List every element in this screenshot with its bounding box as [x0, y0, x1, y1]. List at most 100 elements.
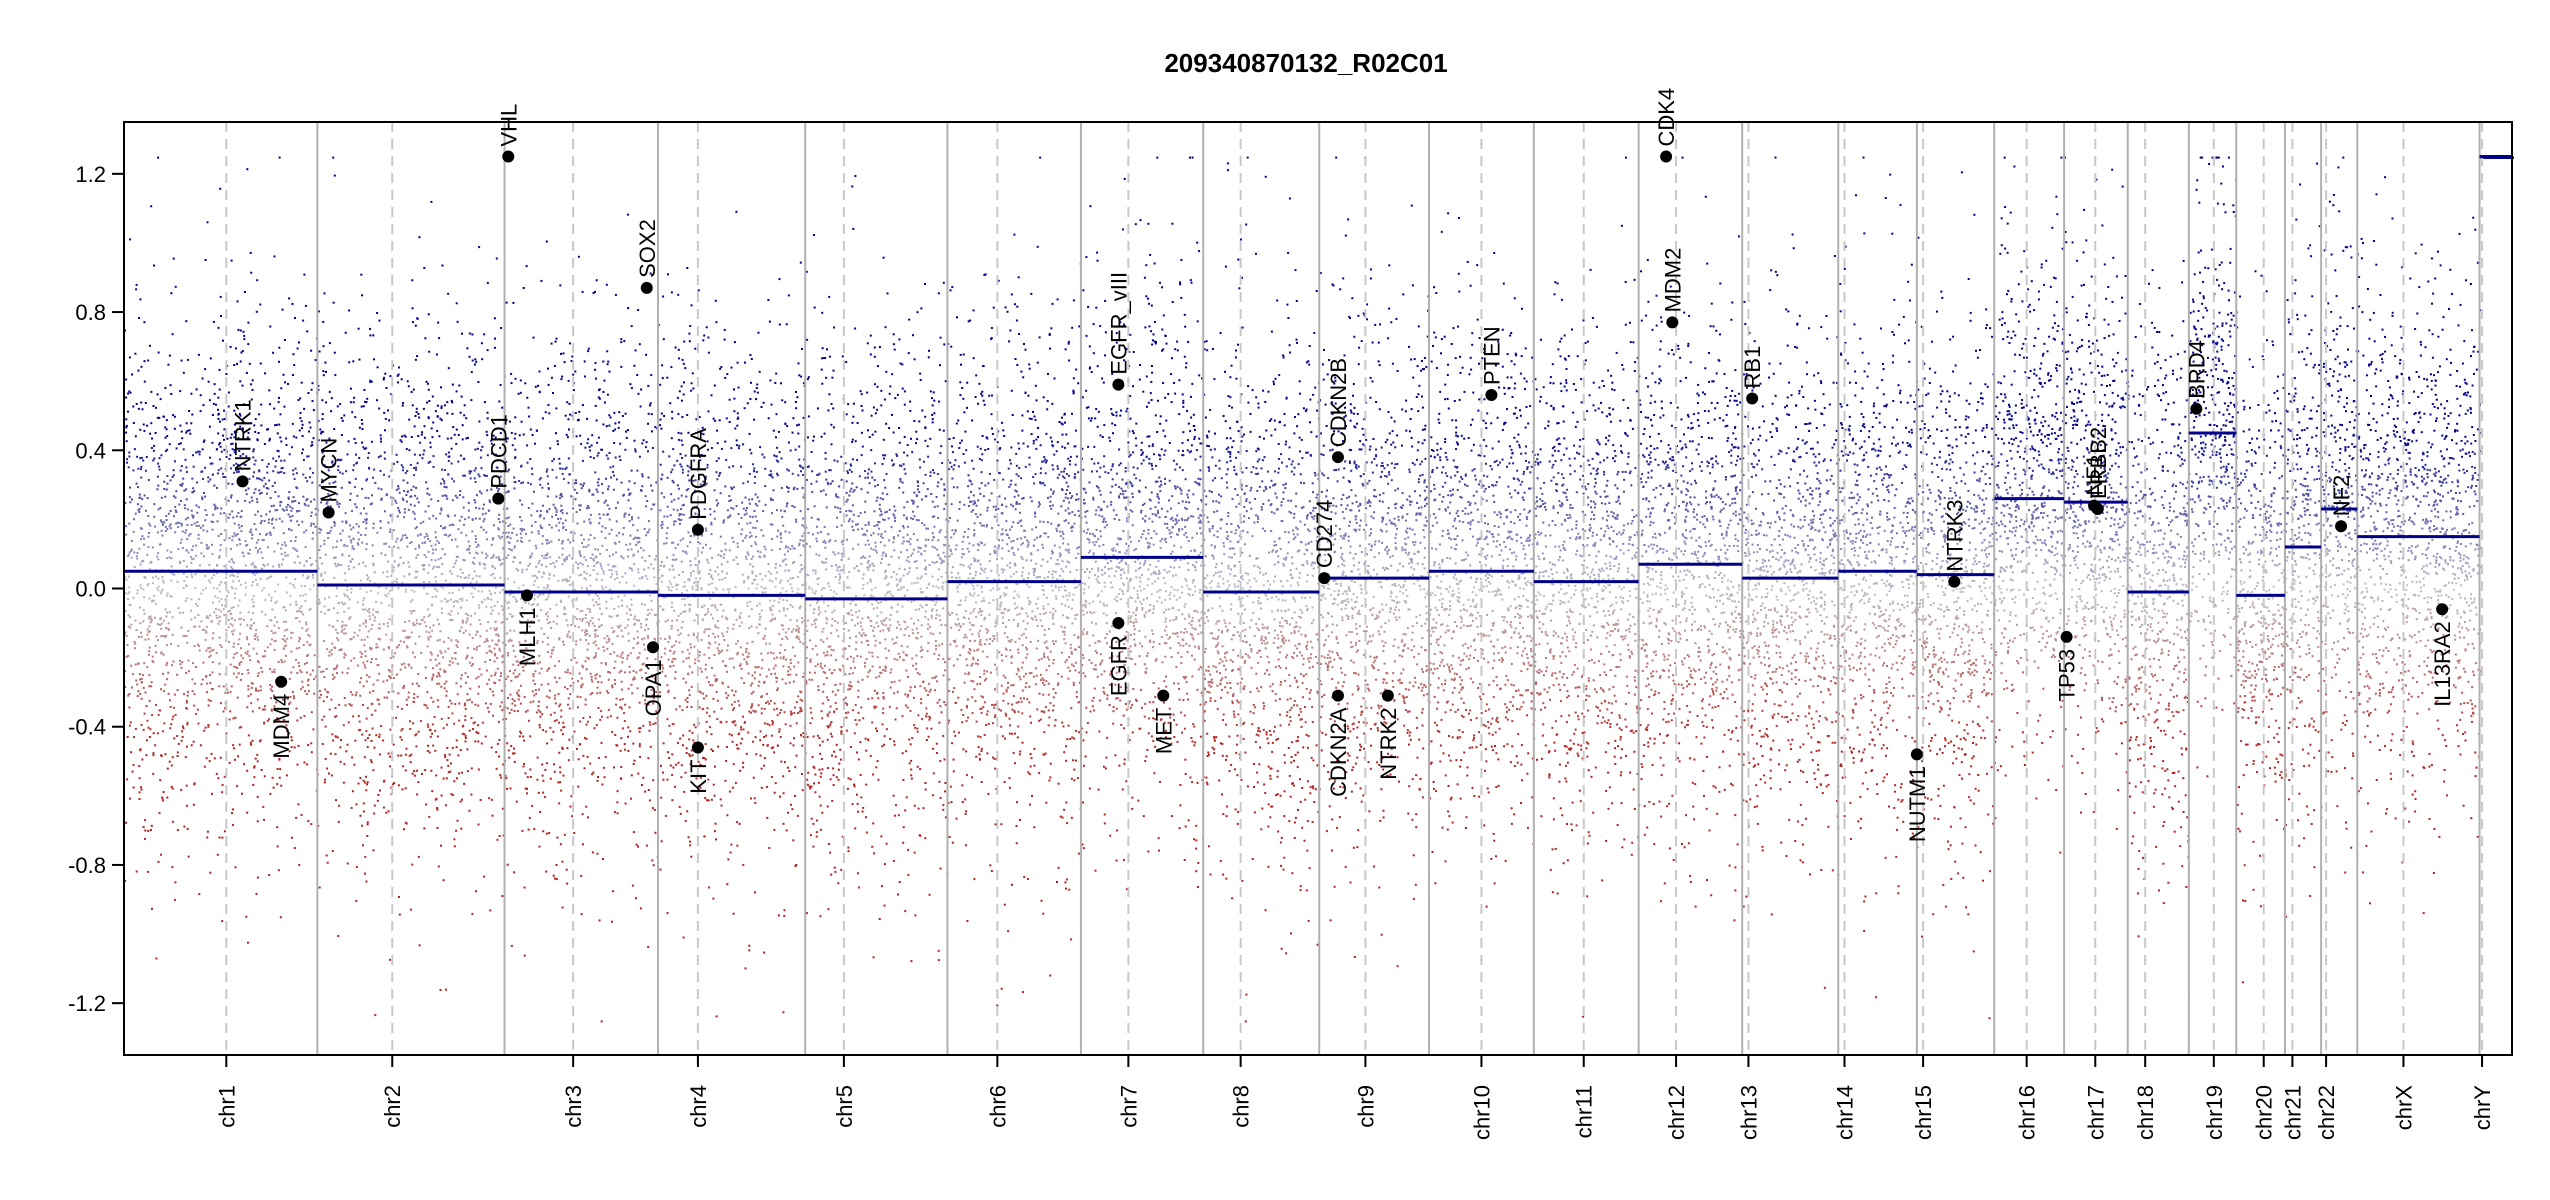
- probe-point: [574, 370, 577, 373]
- probe-point: [318, 602, 321, 605]
- probe-point: [282, 373, 285, 376]
- probe-point: [511, 698, 514, 701]
- probe-point: [559, 510, 562, 513]
- probe-point: [298, 665, 301, 668]
- probe-point: [230, 467, 232, 470]
- probe-point: [622, 557, 625, 560]
- probe-point: [373, 812, 376, 815]
- probe-point: [232, 516, 235, 519]
- probe-point: [470, 664, 473, 667]
- probe-point: [597, 396, 600, 399]
- probe-point: [254, 546, 257, 549]
- probe-point: [654, 722, 657, 725]
- probe-point: [712, 750, 714, 752]
- probe-point: [561, 542, 564, 545]
- probe-point: [403, 489, 406, 492]
- probe-point: [411, 279, 414, 282]
- probe-point: [557, 538, 560, 541]
- probe-point: [389, 677, 392, 679]
- probe-point: [501, 895, 504, 898]
- probe-point: [506, 742, 509, 745]
- probe-point: [561, 579, 564, 582]
- probe-point: [653, 808, 656, 811]
- probe-point: [474, 358, 477, 361]
- probe-point: [524, 772, 527, 775]
- probe-point: [561, 747, 564, 750]
- probe-point: [576, 419, 579, 422]
- probe-point: [404, 621, 406, 623]
- probe-point: [474, 481, 477, 483]
- probe-point: [598, 603, 601, 606]
- probe-point: [148, 736, 151, 738]
- probe-point: [589, 619, 592, 622]
- probe-point: [510, 372, 513, 375]
- probe-point: [355, 899, 358, 902]
- probe-point: [271, 518, 274, 521]
- probe-point: [168, 525, 171, 528]
- probe-point: [295, 707, 298, 710]
- probe-point: [203, 765, 206, 768]
- probe-point: [348, 361, 351, 364]
- probe-point: [140, 538, 142, 541]
- probe-point: [212, 632, 215, 635]
- probe-point: [205, 616, 208, 619]
- probe-point: [731, 689, 734, 692]
- probe-point: [539, 715, 542, 718]
- probe-point: [390, 574, 393, 577]
- probe-point: [583, 736, 586, 739]
- probe-point: [184, 599, 187, 602]
- probe-point: [246, 168, 249, 171]
- probe-point: [613, 679, 616, 681]
- probe-point: [793, 665, 796, 668]
- probe-point: [306, 661, 308, 664]
- probe-point: [238, 662, 241, 665]
- probe-point: [608, 518, 611, 521]
- probe-point: [250, 743, 252, 746]
- probe-point: [203, 555, 205, 558]
- probe-point: [700, 639, 703, 641]
- probe-point: [182, 611, 185, 614]
- probe-point: [200, 552, 203, 555]
- probe-point: [250, 398, 253, 401]
- probe-point: [296, 672, 299, 674]
- probe-point: [380, 437, 382, 440]
- probe-point: [250, 627, 252, 630]
- probe-point: [619, 655, 622, 658]
- probe-point: [322, 579, 324, 581]
- probe-point: [292, 584, 295, 586]
- probe-point: [212, 587, 215, 589]
- probe-point: [634, 450, 637, 453]
- probe-point: [392, 743, 395, 746]
- probe-point: [127, 654, 130, 657]
- probe-point: [209, 478, 212, 481]
- probe-point: [637, 516, 640, 519]
- probe-point: [179, 560, 182, 563]
- probe-point: [474, 501, 477, 504]
- probe-point: [582, 754, 585, 757]
- probe-point: [291, 303, 294, 305]
- probe-point: [270, 505, 273, 508]
- probe-point: [234, 758, 236, 761]
- probe-point: [344, 579, 347, 582]
- probe-point: [276, 768, 279, 770]
- probe-point: [545, 587, 548, 590]
- probe-point: [139, 748, 142, 751]
- probe-point: [509, 693, 512, 696]
- probe-point: [451, 712, 454, 715]
- probe-point: [130, 623, 133, 626]
- probe-point: [466, 748, 469, 751]
- probe-point: [251, 389, 254, 391]
- probe-point: [186, 641, 189, 644]
- probe-point: [554, 506, 557, 509]
- probe-point: [651, 489, 654, 492]
- probe-point: [468, 470, 471, 473]
- probe-point: [663, 542, 666, 545]
- probe-point: [321, 743, 324, 745]
- probe-point: [293, 847, 296, 849]
- probe-point: [451, 591, 454, 594]
- probe-point: [552, 730, 555, 733]
- probe-point: [412, 610, 414, 612]
- probe-point: [192, 515, 195, 518]
- probe-point: [185, 672, 188, 674]
- probe-point: [440, 600, 443, 603]
